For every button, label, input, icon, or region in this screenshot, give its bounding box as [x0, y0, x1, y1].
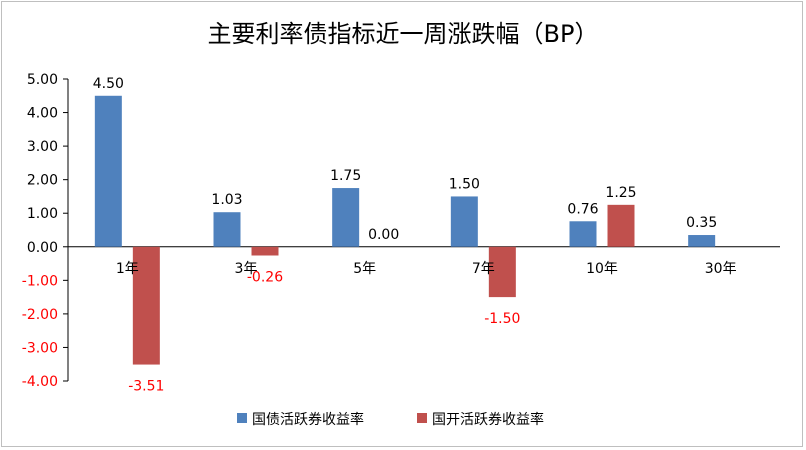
bar [332, 188, 360, 247]
bar-series [94, 95, 716, 365]
data-label: 4.50 [93, 76, 124, 92]
y-tick-label: -1.00 [22, 273, 58, 289]
bar [450, 196, 478, 247]
data-label: 1.25 [605, 185, 636, 201]
x-axis-labels: 1年 3年 5年 7年 10年 30年 [116, 261, 737, 277]
y-tick-label: -4.00 [22, 374, 58, 390]
y-axis: 5.00 4.00 3.00 2.00 1.00 0.00 -1.00 -2.00 -3.00 -… [22, 72, 780, 390]
legend-swatch [417, 413, 427, 423]
y-tick-label: 3.00 [27, 139, 58, 155]
y-tick-label: 0.00 [27, 240, 58, 256]
data-label: -3.51 [128, 379, 164, 395]
x-tick-label: 7年 [472, 261, 495, 277]
legend-label: 国开活跃券收益率 [432, 411, 544, 428]
y-tick-label: 2.00 [27, 173, 58, 189]
x-tick-label: 1年 [116, 261, 139, 277]
chart-title: 主要利率债指标近一周涨跌幅（BP） [208, 20, 599, 48]
data-label: 0.00 [368, 227, 399, 243]
y-tick-label: -2.00 [22, 307, 58, 323]
data-label: -0.26 [247, 270, 283, 286]
bar [94, 95, 122, 247]
legend: 国债活跃券收益率 国开活跃券收益率 [237, 411, 544, 428]
y-tick-label: 5.00 [27, 72, 58, 88]
bar [607, 204, 635, 247]
data-label: 1.03 [211, 192, 242, 208]
data-labels: 4.50 1.03 1.75 1.50 0.76 0.35 -3.51 -0.26 0.00 -1… [93, 76, 718, 395]
bar [251, 246, 279, 256]
x-tick-label: 3年 [235, 261, 258, 277]
legend-swatch [237, 413, 247, 423]
bar [569, 221, 597, 247]
x-tick-label: 10年 [586, 261, 618, 277]
y-tick-label: -3.00 [22, 340, 58, 356]
y-tick-label: 4.00 [27, 106, 58, 122]
data-label: 1.75 [330, 168, 361, 184]
x-tick-label: 5年 [353, 261, 376, 277]
bar [688, 235, 716, 247]
data-label: -1.50 [484, 311, 520, 327]
bar [132, 246, 160, 365]
x-tick-label: 30年 [705, 261, 737, 277]
bar [488, 246, 516, 298]
data-label: 1.50 [449, 176, 480, 192]
data-label: 0.35 [686, 215, 717, 231]
y-tick-label: 1.00 [27, 206, 58, 222]
data-label: 0.76 [567, 201, 598, 217]
legend-label: 国债活跃券收益率 [252, 411, 364, 428]
bar [213, 212, 241, 247]
